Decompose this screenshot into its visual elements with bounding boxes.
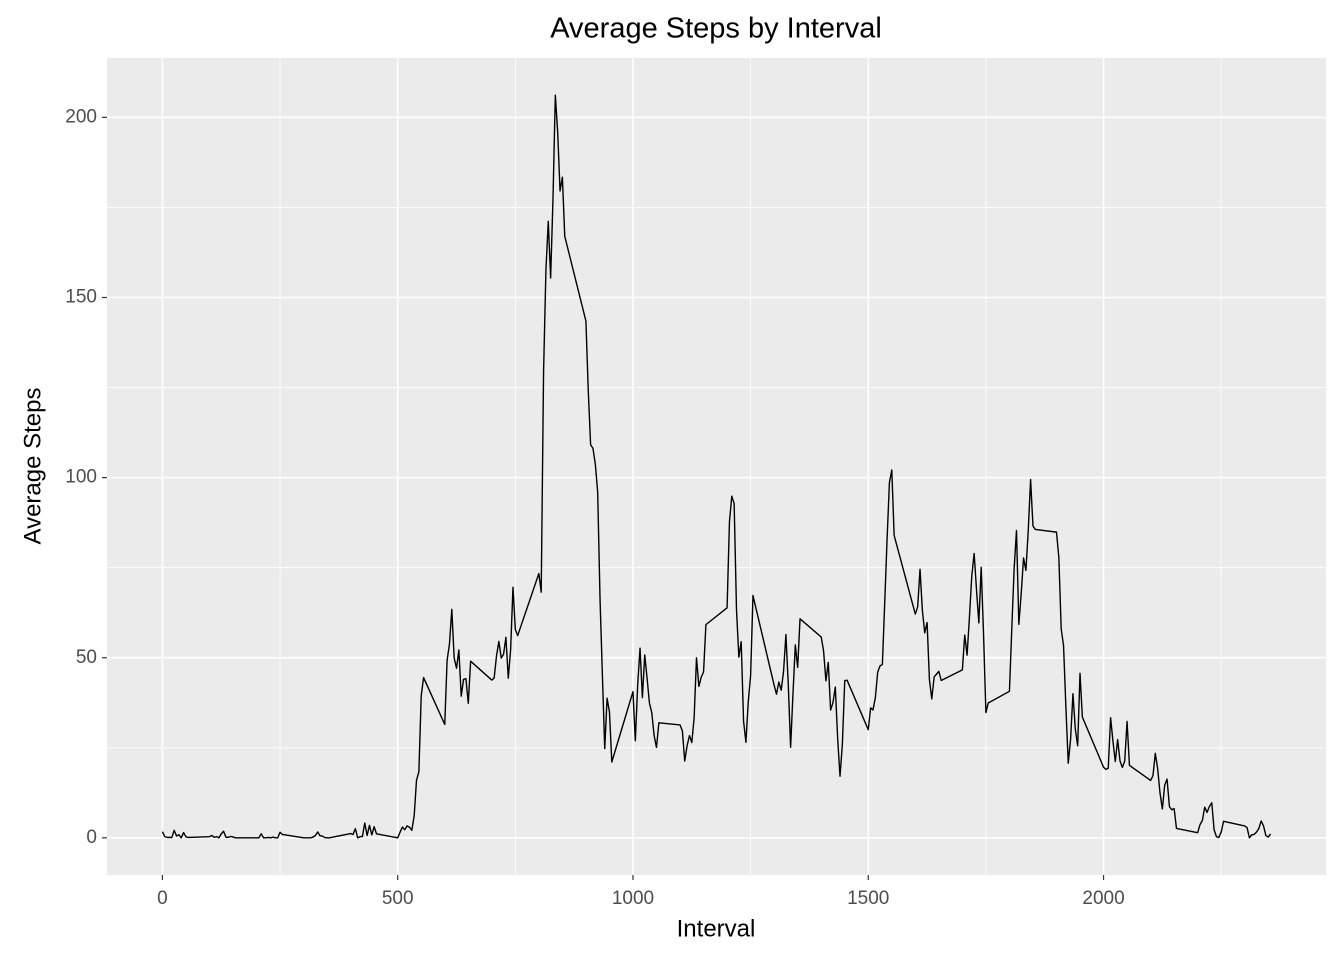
x-tick-label: 1500 (847, 888, 889, 909)
data-line (161, 94, 1272, 839)
y-tick-label: 0 (86, 827, 97, 848)
x-tick-label: 500 (382, 888, 414, 909)
chart-title: Average Steps by Interval (550, 13, 882, 45)
y-tick-label: 100 (65, 467, 97, 488)
y-tick-label: 50 (76, 647, 97, 668)
x-tick-label: 2000 (1082, 888, 1124, 909)
x-axis-label: Interval (677, 915, 756, 942)
plot-panel (107, 58, 1326, 875)
y-tick-label: 200 (65, 106, 97, 127)
x-tick-label: 1000 (612, 888, 654, 909)
y-tick-label: 150 (65, 287, 97, 308)
x-tick-label: 0 (157, 888, 168, 909)
y-axis-label: Average Steps (19, 388, 46, 545)
